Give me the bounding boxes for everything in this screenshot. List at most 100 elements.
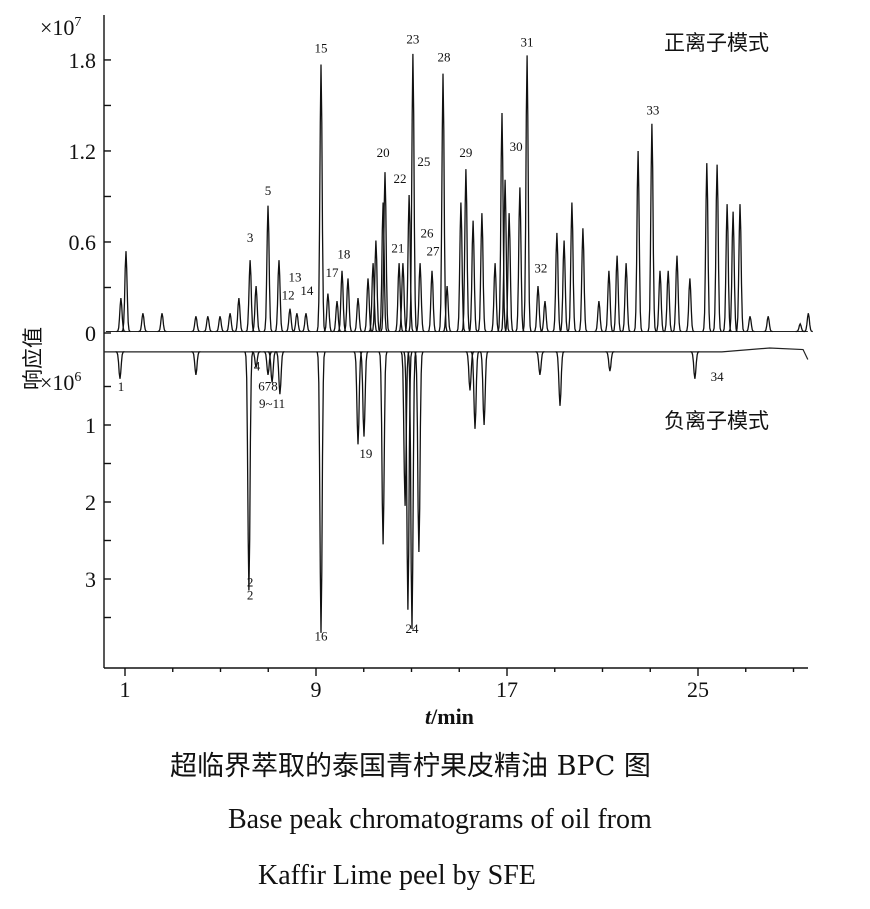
pos-peak (500, 179, 510, 333)
neg-baseline (103, 347, 809, 360)
pos-peak (612, 255, 622, 333)
pos-peak (442, 285, 452, 333)
neg-peak (407, 351, 417, 630)
pos-multiplier: ×107 (40, 15, 81, 40)
pos-peak (274, 260, 284, 333)
pos-peak (552, 232, 562, 333)
pos-peak (672, 255, 682, 333)
pos-peak (728, 211, 738, 333)
caption-english-line2: Kaffir Lime peel by SFE (258, 860, 536, 891)
x-tick-label: 17 (496, 677, 518, 702)
neg-peak (275, 351, 285, 395)
pos-peak (722, 204, 732, 333)
pos-peak (363, 278, 373, 333)
neg-peak (465, 351, 475, 391)
pos-peak (301, 313, 311, 333)
pos-peak (497, 112, 507, 333)
pos-peak (685, 278, 695, 333)
peak-label-pos: 5 (265, 183, 272, 198)
neg-peak (535, 351, 545, 376)
positive-mode-trace (105, 53, 813, 333)
peak-label-pos: 25 (417, 154, 430, 169)
pos-peak (594, 301, 604, 333)
pos-peak (795, 322, 805, 333)
pos-peak (461, 169, 471, 333)
negative-mode-label: 负离子模式 (664, 409, 769, 433)
pos-peak (157, 313, 167, 333)
pos-peak (621, 263, 631, 333)
neg-peak (244, 351, 254, 591)
pos-peak (404, 194, 414, 333)
pos-peak (515, 187, 525, 333)
neg-peak (414, 351, 424, 553)
peak-label-pos: 23 (406, 31, 419, 46)
y-axis-label: 响应值 (21, 327, 45, 390)
pos-peak (533, 285, 543, 333)
pos-peak (477, 213, 487, 333)
pos-peak (245, 260, 255, 333)
caption-english-line1: Base peak chromatograms of oil from (228, 804, 652, 835)
neg-peak (115, 351, 125, 379)
pos-peak (468, 220, 478, 333)
pos-peak (225, 313, 235, 333)
pos-peak (323, 293, 333, 333)
pos-peak (332, 301, 342, 333)
y-tick-label-neg: 2 (85, 490, 96, 515)
x-axis-label: t/min (425, 704, 474, 729)
pos-peak (415, 263, 425, 333)
pos-peak (655, 270, 665, 333)
pos-peak (285, 308, 295, 333)
pos-peak (763, 316, 773, 333)
peak-label-pos: 28 (437, 49, 450, 64)
neg-peak (359, 351, 369, 437)
pos-peak (138, 313, 148, 333)
peak-label-pos: 14 (300, 283, 314, 298)
x-tick-label: 25 (687, 677, 709, 702)
pos-peak (745, 316, 755, 333)
peak-label-pos: 13 (288, 269, 301, 284)
pos-peak (121, 251, 131, 333)
pos-peak (438, 73, 448, 332)
peak-label-pos: 12 (282, 288, 295, 303)
pos-peak (633, 150, 643, 333)
peak-label-pos: 29 (459, 145, 472, 160)
y-tick-label-neg: 3 (85, 567, 96, 592)
pos-peak (540, 301, 550, 333)
pos-peak (803, 313, 813, 333)
peak-label-pos: 26 (421, 225, 435, 240)
neg-peak (605, 351, 615, 372)
y-tick-label-neg: 1 (85, 413, 96, 438)
positive-mode-label: 正离子模式 (664, 31, 769, 55)
peak-label-pos: 27 (426, 244, 440, 259)
peak-label-pos: 17 (325, 265, 339, 280)
neg-peak (555, 351, 565, 406)
peak-label-pos: 18 (337, 247, 350, 262)
peak-label-pos: 20 (377, 145, 390, 160)
pos-peak (116, 298, 126, 333)
peak-label-neg: 16 (315, 629, 329, 644)
peak-label-pos: 31 (521, 34, 534, 49)
neg-peak (353, 351, 363, 445)
pos-peak (378, 202, 388, 333)
neg-peak (403, 351, 413, 610)
pos-peak (427, 270, 437, 333)
neg-peak (470, 351, 480, 429)
pos-peak (522, 55, 532, 332)
x-tick-label: 9 (311, 677, 322, 702)
pos-peak (191, 316, 201, 333)
pos-peak (343, 278, 353, 333)
y-tick-label-pos: 1.8 (69, 48, 97, 73)
pos-peak (559, 240, 569, 333)
peak-label-neg: 19 (359, 446, 372, 461)
peak-label-neg: 34 (711, 369, 725, 384)
pos-peak (663, 270, 673, 333)
pos-peak (735, 204, 745, 333)
negative-mode-trace (103, 347, 809, 633)
pos-peak (490, 263, 500, 333)
pos-peak (567, 202, 577, 333)
peak-label-pos: 21 (391, 241, 404, 256)
